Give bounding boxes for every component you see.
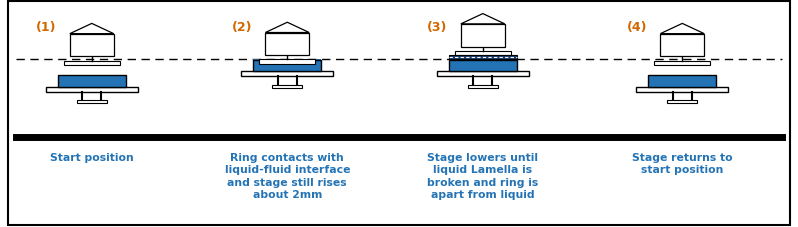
Text: (4): (4)	[626, 21, 647, 34]
Bar	[57, 76, 126, 87]
Bar	[241, 72, 333, 77]
Bar	[455, 52, 511, 56]
Bar	[654, 61, 710, 65]
Bar	[265, 33, 309, 56]
Bar	[254, 60, 321, 72]
Bar	[461, 25, 505, 47]
Text: Start position: Start position	[50, 152, 133, 162]
Bar	[57, 76, 126, 87]
Text: Stage returns to
start position: Stage returns to start position	[632, 152, 733, 174]
Bar	[661, 35, 704, 57]
Polygon shape	[661, 24, 704, 35]
Bar	[667, 101, 697, 104]
Bar	[448, 60, 516, 72]
Bar	[648, 76, 716, 87]
Bar	[70, 35, 113, 57]
Bar	[448, 61, 516, 72]
Text: (3): (3)	[427, 21, 448, 34]
Polygon shape	[70, 24, 114, 35]
Bar	[77, 101, 107, 104]
Bar	[46, 87, 138, 92]
Bar	[254, 61, 321, 72]
Bar	[448, 56, 516, 60]
Bar	[437, 72, 528, 77]
Polygon shape	[265, 23, 310, 33]
Bar	[64, 61, 120, 65]
Text: (2): (2)	[231, 21, 252, 34]
Bar	[259, 60, 315, 64]
Bar	[272, 86, 302, 88]
Text: Ring contacts with
liquid-fluid interface
and stage still rises
about 2mm: Ring contacts with liquid-fluid interfac…	[224, 152, 350, 199]
Bar	[636, 87, 728, 92]
Polygon shape	[461, 15, 504, 25]
Bar	[468, 86, 498, 88]
Text: Stage lowers until
liquid Lamella is
broken and ring is
apart from liquid: Stage lowers until liquid Lamella is bro…	[427, 152, 539, 199]
Bar	[648, 76, 716, 87]
Text: (1): (1)	[36, 21, 57, 34]
